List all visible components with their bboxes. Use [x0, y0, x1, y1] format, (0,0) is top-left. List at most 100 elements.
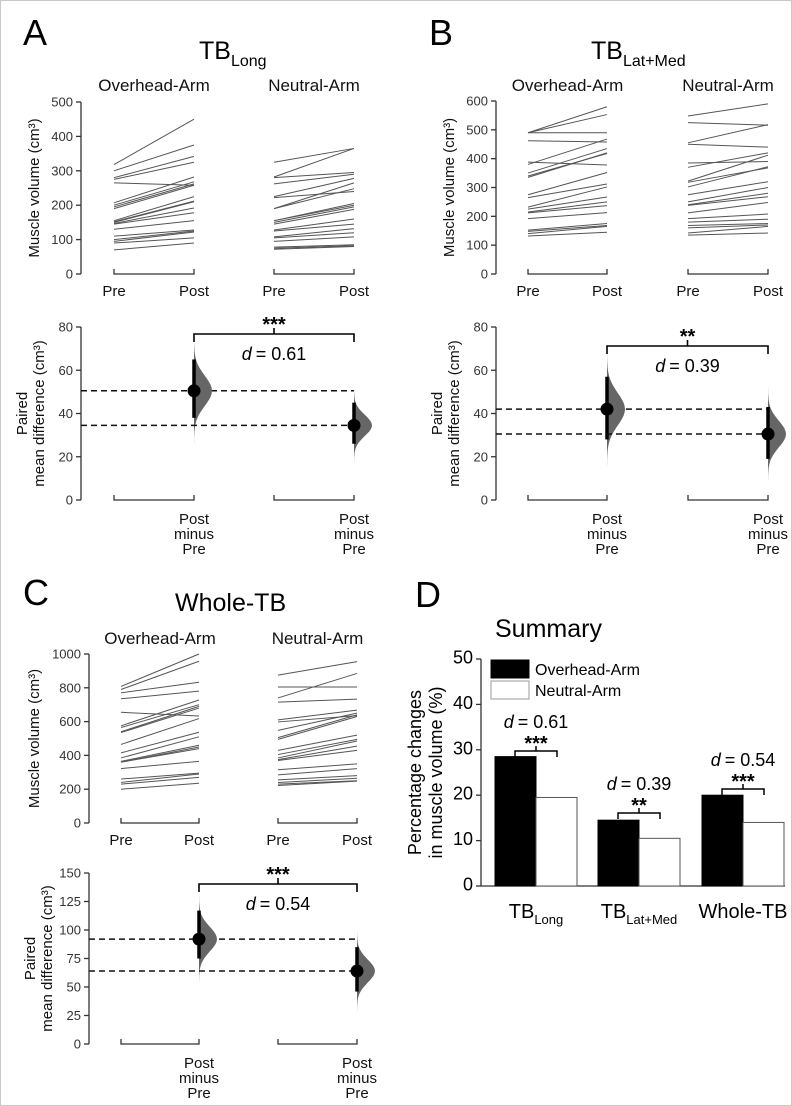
legend-label: Neutral-Arm — [535, 683, 621, 700]
paired-line — [273, 147, 355, 178]
y-axis-label-line1: Paired — [429, 392, 446, 435]
paired-line — [687, 122, 769, 126]
paired-line — [120, 782, 200, 790]
paired-line — [277, 709, 358, 721]
x-axis-bracket — [120, 818, 200, 824]
paired-line — [273, 218, 355, 231]
y-tick-label: 60 — [474, 363, 488, 378]
paired-line — [273, 228, 355, 238]
group-label: Overhead-Arm — [512, 76, 623, 95]
significance-stars: ** — [631, 795, 647, 817]
x-axis-bracket — [113, 269, 195, 275]
group-label: Overhead-Arm — [104, 629, 215, 648]
y-tick-label: 600 — [59, 714, 81, 729]
category-main: TB — [601, 901, 627, 923]
panel-letter-c: C — [23, 572, 49, 613]
paired-line — [113, 229, 195, 237]
paired-line — [120, 660, 200, 690]
paired-line — [277, 780, 358, 785]
y-tick-label: 0 — [74, 1037, 81, 1052]
y-axis-label-line2: mean difference (cm³) — [31, 340, 48, 486]
y-axis-label: Muscle volume (cm³) — [441, 118, 458, 257]
bootstrap-distribution — [357, 930, 375, 1012]
y-axis-label-line2: in muscle volume (%) — [426, 686, 446, 858]
paired-line — [527, 186, 608, 208]
paired-line — [120, 736, 200, 759]
y-tick-label: 600 — [466, 94, 488, 109]
paired-line — [273, 206, 355, 223]
paired-line — [687, 181, 769, 196]
y-tick-label: 400 — [51, 129, 73, 144]
paired-line — [277, 716, 358, 740]
paired-line — [687, 223, 769, 227]
paired-line — [687, 161, 769, 164]
y-axis-label-line2: mean difference (cm³) — [39, 885, 56, 1031]
mean-difference-point — [761, 427, 775, 441]
category-label: TBLat+Med — [601, 901, 678, 927]
y-axis-label-line1: Percentage changes — [405, 690, 425, 855]
paired-line — [120, 744, 200, 762]
significance-bracket — [617, 808, 661, 819]
x-tick-label: Pre — [187, 1085, 210, 1102]
paired-line — [687, 218, 769, 223]
y-tick-label: 200 — [51, 198, 73, 213]
paired-line — [527, 138, 608, 165]
paired-line — [113, 207, 195, 224]
paired-line — [120, 748, 200, 763]
legend-label: Overhead-Arm — [535, 662, 640, 679]
paired-line — [277, 661, 358, 676]
mean-difference-point — [192, 932, 206, 946]
paired-line — [273, 177, 355, 198]
mean-difference-point — [347, 418, 361, 432]
paired-line — [120, 776, 200, 785]
y-tick-label: 0 — [74, 816, 81, 831]
paired-line — [273, 190, 355, 199]
y-tick-label: 20 — [474, 449, 488, 464]
y-tick-label: 50 — [67, 980, 81, 995]
significance-stars: ** — [680, 326, 696, 348]
category-label: TBLong — [509, 901, 563, 927]
x-tick-label: Post — [339, 511, 370, 528]
cohens-d-label: d = 0.54 — [711, 750, 776, 770]
category-subscript: Lat+Med — [626, 912, 677, 927]
paired-line — [277, 738, 358, 756]
paired-line — [687, 166, 769, 188]
bar-neutral-arm — [535, 796, 578, 887]
y-tick-label: 300 — [51, 163, 73, 178]
x-tick-label-pre: Pre — [516, 283, 539, 300]
paired-line — [687, 152, 769, 168]
paired-line — [687, 154, 769, 182]
cohens-d-symbol: d — [246, 894, 257, 914]
paired-line — [277, 749, 358, 761]
x-tick-label-pre: Pre — [109, 832, 132, 849]
paired-line — [277, 715, 358, 723]
paired-line — [527, 231, 608, 237]
paired-line — [273, 173, 355, 185]
significance-bracket — [721, 784, 765, 795]
significance-stars: *** — [262, 314, 286, 336]
paired-line — [527, 114, 608, 134]
x-tick-label-pre: Pre — [262, 283, 285, 300]
panel-letter-d: D — [415, 574, 441, 615]
x-tick-label: Pre — [342, 541, 365, 558]
y-tick-label: 25 — [67, 1008, 81, 1023]
bar-overhead-arm — [597, 819, 640, 887]
paired-line — [687, 232, 769, 236]
y-tick-label: 40 — [474, 406, 488, 421]
paired-line — [113, 200, 195, 223]
cohens-d-symbol: d — [711, 750, 722, 770]
paired-line — [113, 212, 195, 225]
paired-line — [120, 707, 200, 734]
paired-line — [113, 184, 195, 210]
paired-line — [277, 768, 358, 776]
paired-line — [277, 740, 358, 759]
cohens-d-symbol: d — [504, 712, 515, 732]
x-axis-bracket — [527, 269, 608, 275]
bootstrap-distribution — [354, 387, 372, 464]
y-tick-label: 100 — [59, 923, 81, 938]
y-tick-label: 400 — [466, 151, 488, 166]
paired-line — [120, 711, 200, 717]
x-tick-label: minus — [337, 1070, 377, 1087]
category-label: Whole-TB — [699, 901, 788, 923]
